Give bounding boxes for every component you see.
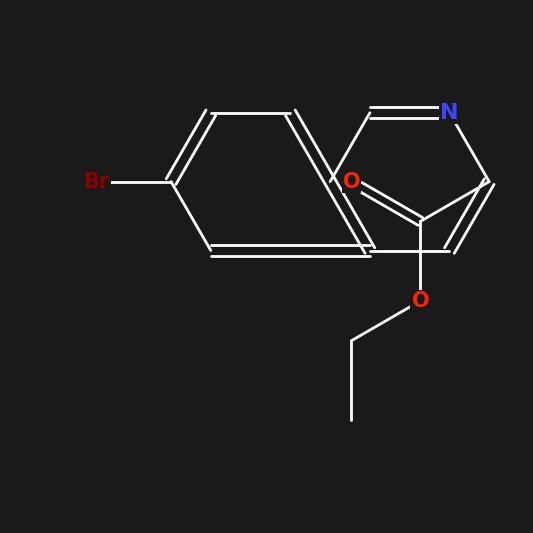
- Text: N: N: [440, 103, 459, 123]
- Text: O: O: [411, 291, 429, 311]
- Text: Br: Br: [84, 172, 110, 192]
- Text: O: O: [343, 172, 360, 192]
